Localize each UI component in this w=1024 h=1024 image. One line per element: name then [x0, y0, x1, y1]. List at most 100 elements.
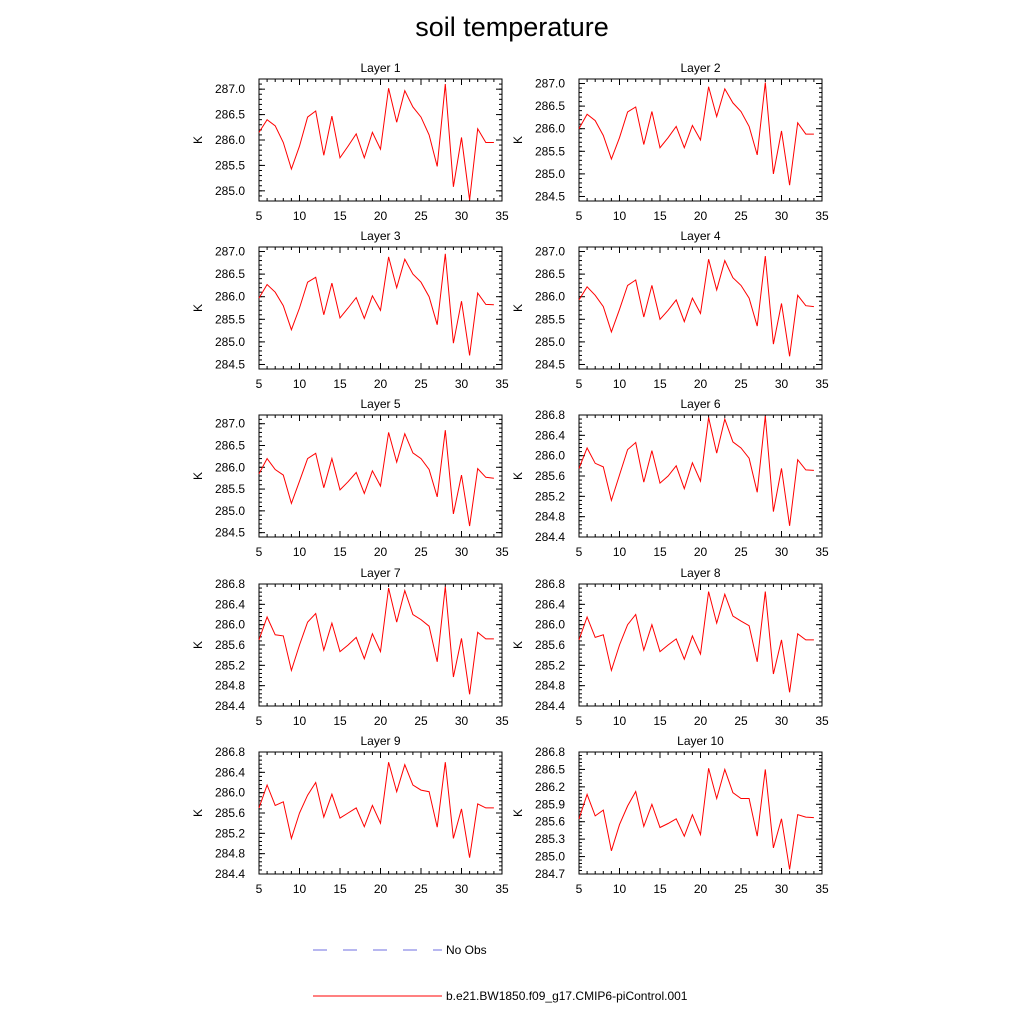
y-tick-label: 286.8 — [215, 577, 245, 591]
x-tick-label: 10 — [613, 377, 627, 391]
x-tick-label: 35 — [495, 714, 509, 728]
x-tick-label: 15 — [653, 545, 667, 559]
x-tick-label: 10 — [293, 545, 307, 559]
panel-5: Layer 5 K 5 10 15 20 25 30 35 287.0 286.5 286.0 285.… — [191, 397, 509, 559]
plot-frame — [258, 246, 503, 370]
y-tick-label: 285.2 — [215, 658, 245, 672]
series-line — [258, 762, 494, 858]
y-tick-label: 286.5 — [535, 267, 565, 281]
y-tick-label: 286.8 — [535, 408, 565, 422]
y-tick-label: 285.5 — [535, 312, 565, 326]
x-tick-label: 10 — [293, 714, 307, 728]
x-tick-label: 30 — [775, 882, 789, 896]
x-tick-label: 35 — [815, 545, 829, 559]
y-tick-label: 285.3 — [535, 832, 565, 846]
y-tick-label: 286.8 — [535, 745, 565, 759]
x-tick-label: 5 — [576, 209, 583, 223]
y-tick-label: 284.4 — [535, 530, 565, 544]
x-tick-label: 5 — [576, 882, 583, 896]
x-tick-label: 30 — [775, 209, 789, 223]
x-tick-label: 35 — [815, 882, 829, 896]
series-line — [578, 415, 814, 526]
x-tick-label: 20 — [374, 209, 388, 223]
panel-title: Layer 10 — [677, 734, 724, 748]
panel-title: Layer 3 — [360, 229, 400, 243]
panel-2: Layer 2 K 5 10 15 20 25 30 35 287.0 286.5 286.0 285.… — [511, 61, 829, 223]
y-tick-label: 286.0 — [535, 290, 565, 304]
y-tick-label: 285.0 — [215, 335, 245, 349]
x-tick-label: 30 — [455, 882, 469, 896]
y-tick-label: 285.0 — [535, 335, 565, 349]
y-tick-label: 286.0 — [535, 618, 565, 632]
y-tick-label: 284.4 — [535, 699, 565, 713]
x-tick-label: 25 — [414, 377, 428, 391]
x-tick-label: 25 — [734, 209, 748, 223]
x-tick-label: 15 — [653, 714, 667, 728]
panel-title: Layer 7 — [360, 566, 400, 580]
panel-9: Layer 9 K 5 10 15 20 25 30 35 286.8 286.4 286.0 285.… — [191, 734, 509, 896]
legend-label: No Obs — [446, 943, 487, 957]
x-tick-label: 30 — [775, 714, 789, 728]
x-tick-label: 5 — [576, 377, 583, 391]
y-tick-label: 285.6 — [535, 469, 565, 483]
y-tick-label: 286.0 — [215, 786, 245, 800]
x-tick-label: 10 — [293, 882, 307, 896]
x-tick-label: 35 — [495, 545, 509, 559]
panel-title: Layer 1 — [360, 61, 400, 75]
y-axis-label: K — [511, 809, 525, 817]
y-tick-label: 284.5 — [215, 357, 245, 371]
panel-6: Layer 6 K 5 10 15 20 25 30 35 286.8 286.4 286.0 285.… — [511, 397, 829, 559]
y-axis-label: K — [191, 304, 205, 312]
x-tick-label: 20 — [374, 545, 388, 559]
x-tick-label: 30 — [455, 209, 469, 223]
plot-frame — [578, 751, 823, 875]
legend: No Obs b.e21.BW1850.f09_g17.CMIP6-piContr… — [313, 943, 688, 1003]
x-tick-label: 5 — [256, 882, 263, 896]
y-tick-label: 285.0 — [535, 850, 565, 864]
y-tick-label: 285.5 — [535, 144, 565, 158]
y-tick-label: 286.0 — [535, 122, 565, 136]
page-title: soil temperature — [415, 12, 609, 42]
x-tick-label: 35 — [495, 377, 509, 391]
x-tick-label: 25 — [414, 882, 428, 896]
y-tick-label: 286.8 — [535, 577, 565, 591]
y-tick-label: 285.6 — [535, 815, 565, 829]
y-tick-label: 284.5 — [535, 189, 565, 203]
x-tick-label: 20 — [374, 377, 388, 391]
y-tick-label: 285.6 — [215, 638, 245, 652]
y-tick-label: 286.4 — [215, 765, 245, 779]
y-tick-label: 286.5 — [215, 439, 245, 453]
y-tick-label: 285.6 — [215, 806, 245, 820]
x-tick-label: 20 — [694, 714, 708, 728]
x-tick-label: 25 — [734, 545, 748, 559]
x-tick-label: 10 — [613, 882, 627, 896]
y-tick-label: 284.8 — [535, 510, 565, 524]
panel-title: Layer 2 — [680, 61, 720, 75]
y-axis-label: K — [511, 136, 525, 144]
y-tick-label: 284.5 — [535, 357, 565, 371]
series-line — [258, 253, 494, 356]
x-tick-label: 35 — [495, 209, 509, 223]
x-tick-label: 15 — [653, 377, 667, 391]
y-tick-label: 284.7 — [535, 867, 565, 881]
y-axis-label: K — [191, 809, 205, 817]
x-tick-label: 30 — [455, 545, 469, 559]
plot-frame — [578, 414, 823, 538]
y-tick-label: 285.5 — [215, 482, 245, 496]
y-tick-label: 284.8 — [535, 679, 565, 693]
y-tick-label: 284.4 — [215, 867, 245, 881]
y-tick-label: 285.6 — [535, 638, 565, 652]
x-tick-label: 25 — [734, 882, 748, 896]
x-tick-label: 15 — [333, 882, 347, 896]
x-tick-label: 35 — [495, 882, 509, 896]
plot-frame — [578, 583, 823, 707]
y-tick-label: 284.8 — [215, 847, 245, 861]
plot-frame — [578, 78, 823, 202]
y-tick-label: 287.0 — [215, 245, 245, 259]
x-tick-label: 25 — [734, 714, 748, 728]
panel-title: Layer 8 — [680, 566, 720, 580]
y-axis-label: K — [511, 472, 525, 480]
panel-8: Layer 8 K 5 10 15 20 25 30 35 286.8 286.4 286.0 285.… — [511, 566, 829, 728]
panel-title: Layer 6 — [680, 397, 720, 411]
